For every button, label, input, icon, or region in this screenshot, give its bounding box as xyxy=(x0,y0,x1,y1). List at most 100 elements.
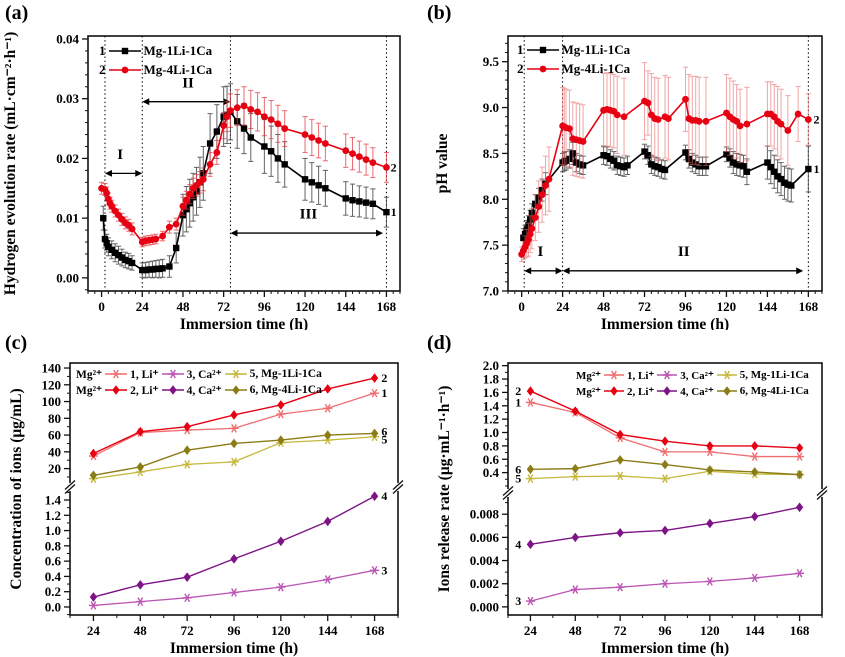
marker-square xyxy=(600,152,607,159)
y-tick-label: 7.0 xyxy=(483,284,499,299)
marker-circle xyxy=(702,117,710,125)
y-axis-ticks: 0.00 0.01 0.02 0.03 0.04 xyxy=(56,31,88,291)
marker-square xyxy=(121,47,128,54)
x-axis-title: Immersion time (h) xyxy=(170,640,298,657)
marker-circle xyxy=(213,149,221,156)
marker-circle xyxy=(743,120,751,128)
legend-row: Mg²⁺ 1, Li⁺ 3, Ca²⁺ 5, Mg-1Li-1Ca xyxy=(74,366,324,382)
marker-diamond xyxy=(663,386,671,396)
marker-diamond xyxy=(616,527,624,538)
axis-break-slash xyxy=(502,490,514,500)
x-tick-label: 168 xyxy=(365,623,385,638)
y-tick-label: 9.0 xyxy=(483,100,499,115)
x-tick-label: 48 xyxy=(176,299,190,314)
series-line xyxy=(102,110,387,271)
axis-break-slash xyxy=(392,484,404,494)
marker-square xyxy=(682,149,689,156)
marker-diamond xyxy=(231,385,240,395)
marker-square xyxy=(152,265,160,273)
series-1 xyxy=(100,83,390,279)
y-tick-label: 1.4 xyxy=(483,398,500,413)
x-tick-label: 96 xyxy=(659,623,673,638)
legend-row: Mg²⁺ 1, Li⁺ 3, Ca²⁺ 5, Mg-1Li-1Ca xyxy=(574,367,811,383)
series-6 xyxy=(526,455,804,480)
marker-square xyxy=(726,154,734,162)
marker-asterisk xyxy=(229,424,239,433)
x-tick-label: 96 xyxy=(679,299,693,314)
marker-diamond xyxy=(571,532,579,543)
y-tick-label: 1.0 xyxy=(45,523,61,538)
marker-diamond xyxy=(324,430,332,440)
marker-square xyxy=(723,151,730,158)
marker-square xyxy=(172,244,180,252)
marker-square xyxy=(166,263,173,270)
region-arrow: II xyxy=(562,244,804,275)
x-tick-label: 48 xyxy=(597,299,611,314)
marker-square xyxy=(111,249,119,256)
marker-circle xyxy=(525,236,532,244)
marker-square xyxy=(641,148,648,155)
marker-square xyxy=(100,214,107,222)
marker-asterisk xyxy=(794,452,805,461)
y-tick-label: 1.0 xyxy=(483,425,499,440)
marker-circle xyxy=(274,120,282,128)
marker-asterisk xyxy=(794,568,805,578)
legend-text: Mg-4Li-1Ca xyxy=(143,61,213,77)
marker-square xyxy=(103,240,110,247)
x-tick-label: 144 xyxy=(745,623,765,638)
legend-text: 1, Li⁺ xyxy=(130,369,159,381)
x-tick-label: 120 xyxy=(700,623,720,638)
y-axis-title: pH value xyxy=(434,133,451,193)
marker-square xyxy=(702,163,710,170)
marker-circle xyxy=(695,117,703,125)
marker-asterisk xyxy=(182,593,192,603)
y-tick-label: 1.4 xyxy=(45,493,62,508)
x-axis-ticks: 0 24 48 72 96 120 144 168 xyxy=(507,291,823,314)
marker-circle xyxy=(223,113,231,121)
marker-diamond xyxy=(324,516,332,527)
marker-square xyxy=(206,140,214,147)
marker-square xyxy=(777,175,785,183)
marker-circle xyxy=(644,99,652,107)
marker-diamond xyxy=(136,462,144,472)
marker-square xyxy=(788,182,795,189)
legend-text: 4, Ca²⁺ xyxy=(680,385,714,398)
marker-square xyxy=(362,199,370,206)
legend-text: 5, Mg-1Li-1Ca xyxy=(249,368,322,380)
x-tick-label: 168 xyxy=(377,299,397,314)
curve-number-label: 3 xyxy=(515,594,521,608)
marker-square xyxy=(139,266,146,274)
curve-number-label: 6 xyxy=(515,462,521,476)
marker-square xyxy=(651,163,658,170)
panel-tag-a: (a) xyxy=(5,2,29,24)
marker-square xyxy=(603,152,611,160)
marker-diamond xyxy=(89,448,98,459)
curve-number-label: 5 xyxy=(381,432,387,446)
y-axis-ticks: 0.40.60.81.01.21.41.61.82.0 xyxy=(483,358,508,487)
curve-number-label: 2 xyxy=(813,112,819,126)
y-tick-label: 0.8 xyxy=(45,538,62,553)
series-4 xyxy=(526,502,804,550)
marker-circle xyxy=(342,147,350,155)
marker-asterisk xyxy=(231,369,241,379)
legend-text: 2, Li⁺ xyxy=(130,385,159,397)
marker-square xyxy=(767,163,775,171)
marker-diamond xyxy=(183,421,191,432)
marker-circle xyxy=(362,156,370,164)
marker-square xyxy=(261,143,268,150)
marker-diamond xyxy=(795,443,804,453)
marker-diamond xyxy=(795,502,804,513)
marker-square xyxy=(322,185,329,192)
legend-text: 6, Mg-4Li-1Ca xyxy=(249,384,322,396)
marker-circle xyxy=(308,134,316,141)
marker-circle xyxy=(108,202,116,210)
marker-square xyxy=(654,163,662,171)
marker-circle xyxy=(355,153,363,161)
series-5 xyxy=(525,466,805,483)
marker-circle xyxy=(281,125,289,132)
y-axis-title: Ions release rate (μg·mL⁻¹·h⁻¹) xyxy=(436,386,453,593)
marker-asterisk xyxy=(662,370,672,380)
marker-circle xyxy=(172,220,180,228)
marker-square xyxy=(159,265,166,272)
marker-diamond xyxy=(370,373,379,383)
